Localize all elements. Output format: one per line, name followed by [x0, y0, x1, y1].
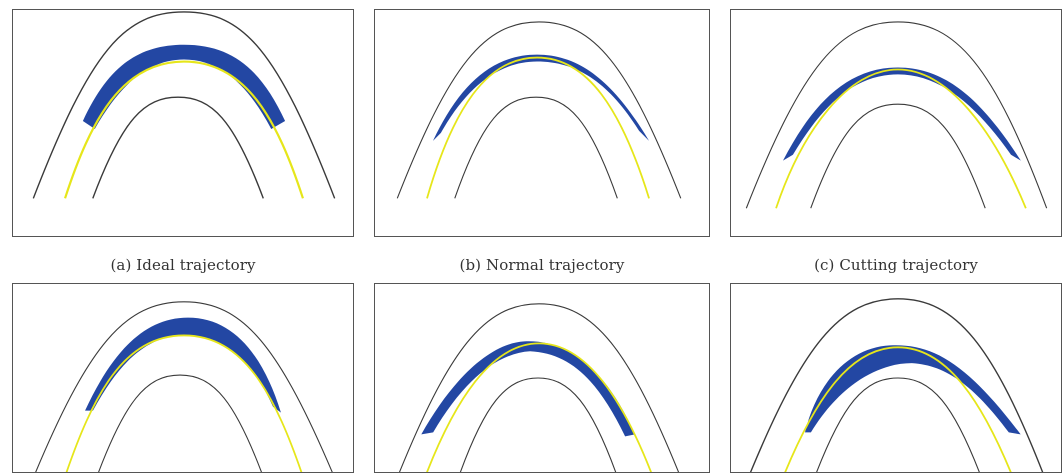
- vehicle-trajectory: [426, 342, 652, 472]
- vehicle-trajectory: [775, 68, 1027, 209]
- vehicle-trajectory: [784, 346, 1012, 472]
- panel-ideal-trajectory: [12, 9, 354, 237]
- road-outer-edge: [35, 301, 333, 472]
- road-inner-edge: [454, 96, 618, 199]
- deviation-area: [421, 341, 636, 437]
- trajectory-diagram-d: [35, 301, 333, 472]
- panel-normal-trajectory: [374, 9, 710, 237]
- deviation-area: [783, 67, 1021, 161]
- deviation-area: [432, 54, 650, 141]
- vehicle-trajectory: [64, 60, 304, 199]
- road-outer-edge: [32, 11, 336, 199]
- ideal-trajectory-diagram: [32, 11, 336, 199]
- deviation-area: [804, 345, 1021, 435]
- panel-row2-second: [374, 283, 710, 473]
- caption-normal-trajectory: (b) Normal trajectory: [459, 256, 625, 274]
- panel-cutting-trajectory: [730, 9, 1062, 237]
- cutting-trajectory-diagram: [745, 21, 1048, 209]
- road-inner-edge: [98, 374, 262, 472]
- road-outer-edge: [399, 303, 680, 472]
- vehicle-trajectory: [65, 334, 303, 472]
- deviation-area: [85, 317, 281, 413]
- panel-row2-first: [12, 283, 354, 473]
- road-inner-edge: [459, 377, 617, 472]
- road-outer-edge: [749, 298, 1044, 472]
- deviation-area: [82, 44, 286, 129]
- caption-cutting-trajectory: (c) Cutting trajectory: [814, 256, 978, 274]
- road-outer-edge: [396, 21, 682, 199]
- normal-trajectory-diagram: [396, 21, 682, 199]
- vehicle-trajectory: [426, 56, 650, 199]
- road-inner-edge: [816, 377, 980, 472]
- road-outer-edge: [745, 21, 1048, 209]
- road-inner-edge: [810, 103, 986, 209]
- trajectory-diagram-e: [399, 303, 680, 472]
- panel-row2-third: [730, 283, 1062, 473]
- trajectory-diagram-f: [749, 298, 1044, 472]
- caption-ideal-trajectory: (a) Ideal trajectory: [110, 256, 256, 274]
- road-inner-edge: [92, 96, 264, 199]
